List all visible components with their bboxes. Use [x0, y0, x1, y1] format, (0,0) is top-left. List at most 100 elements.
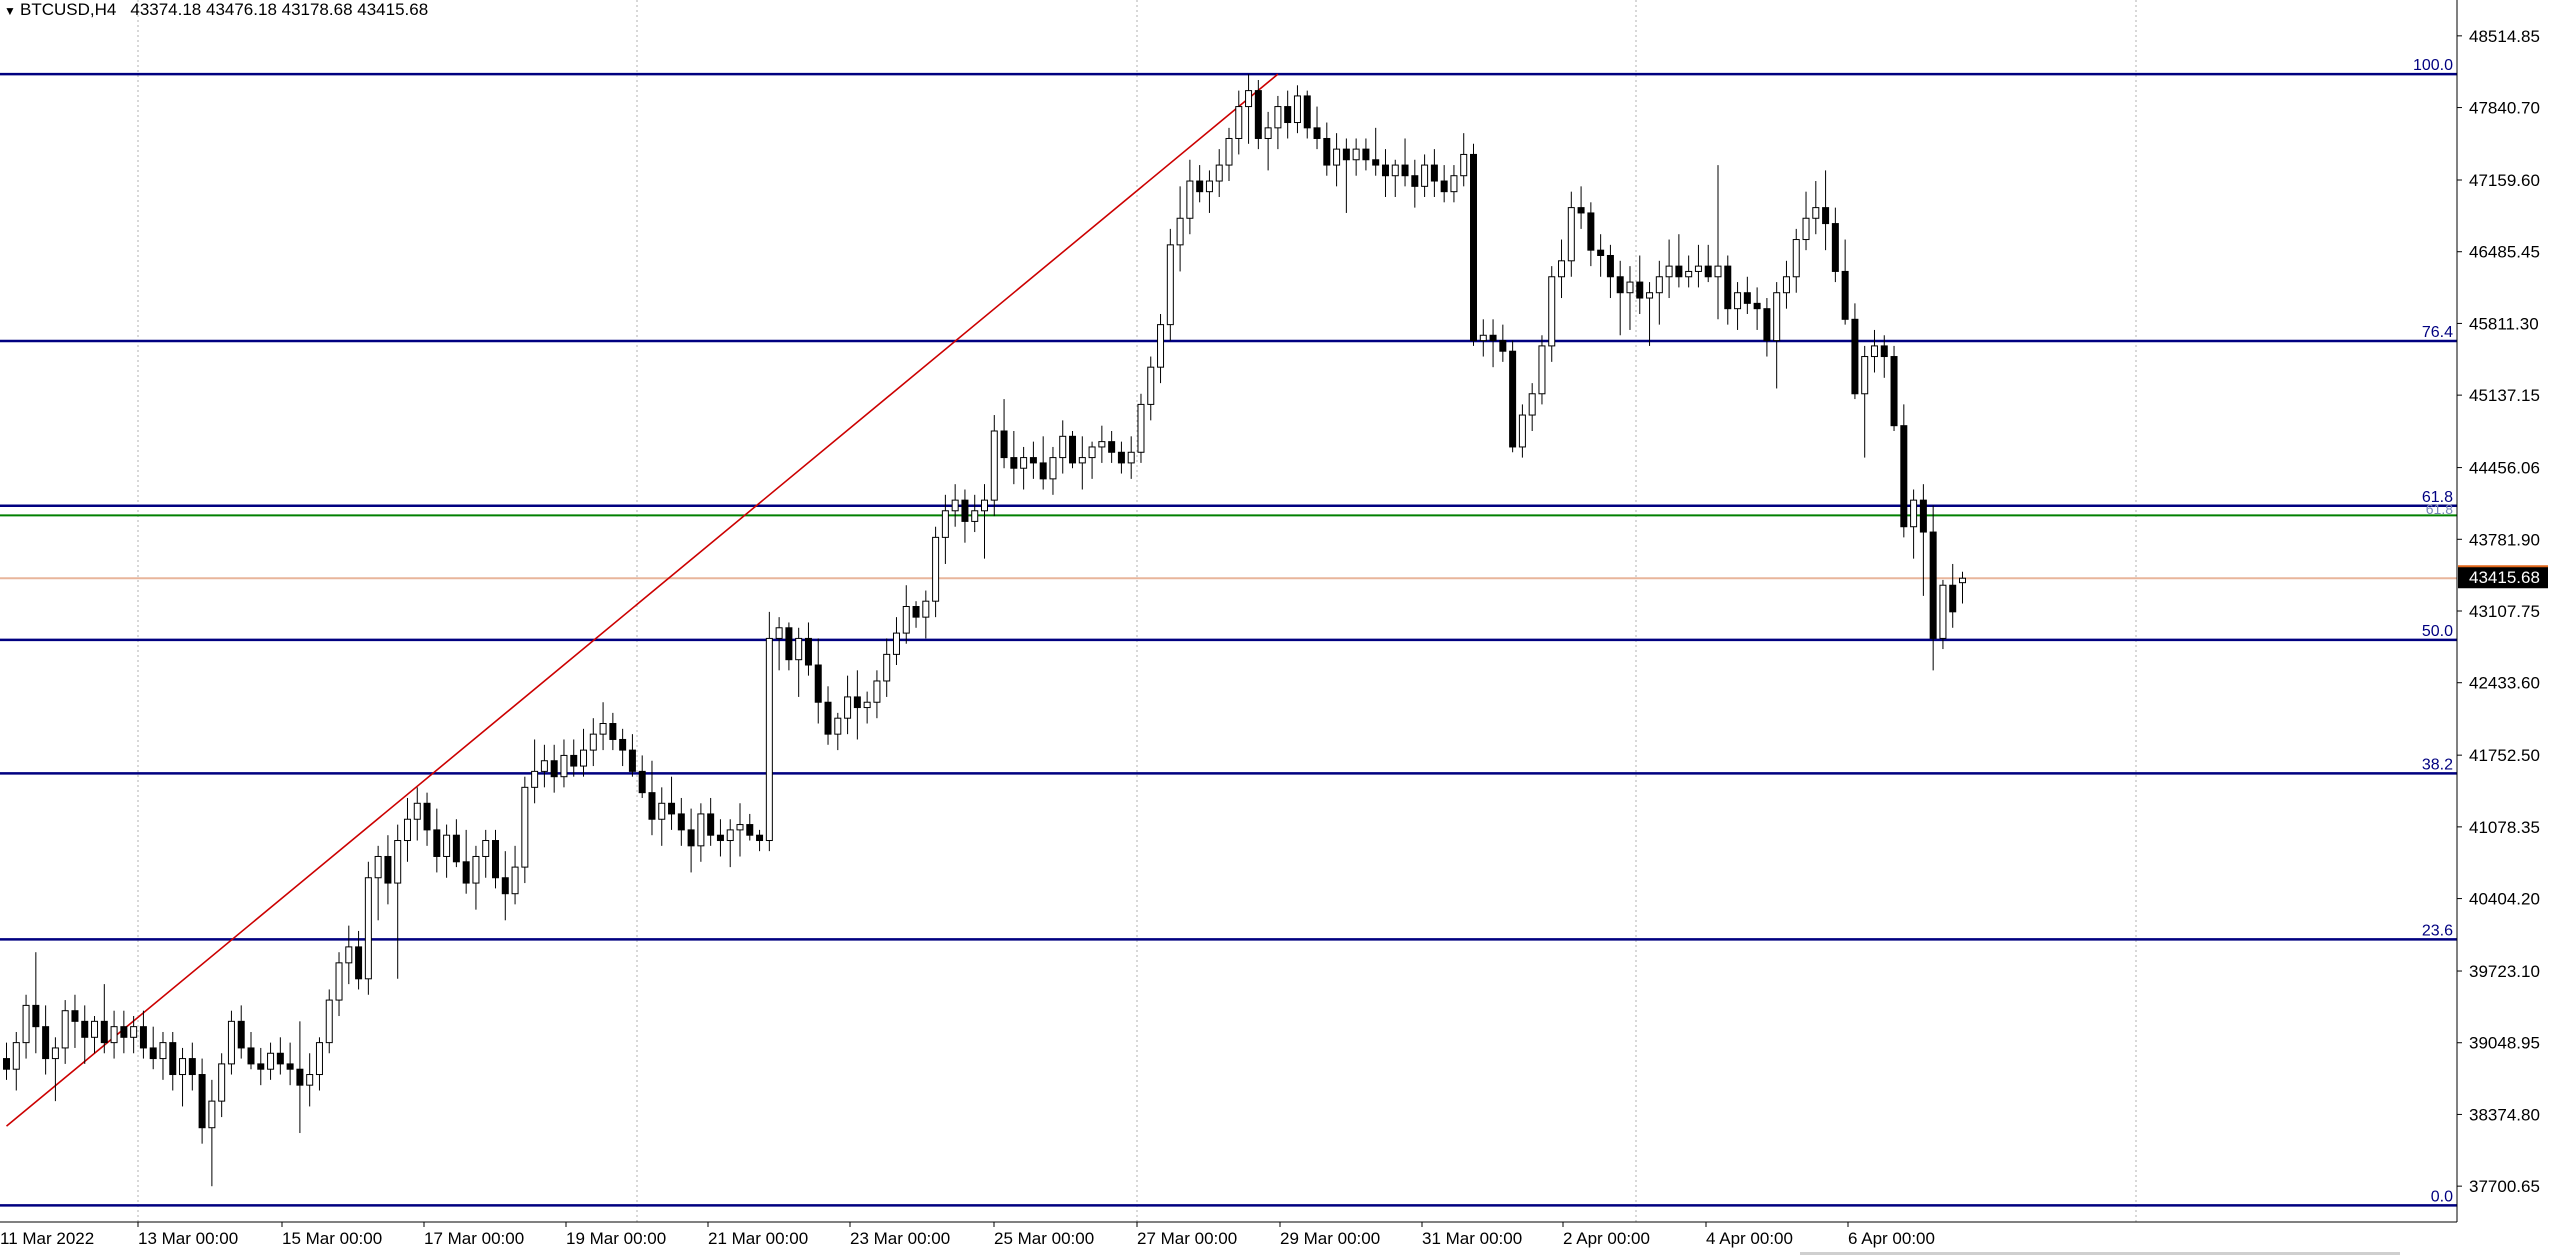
candle-body: [1303, 95, 1311, 129]
candle-bull: [726, 819, 734, 868]
candle-bull: [736, 803, 744, 857]
time-tick-label: 13 Mar 00:00: [138, 1229, 238, 1248]
trendline-line[interactable]: [5, 73, 1279, 1127]
candle-body: [804, 637, 812, 666]
candle-body: [1509, 350, 1517, 448]
candle-body: [1499, 340, 1507, 352]
price-tick-label: 38374.80: [2469, 1105, 2540, 1124]
candle-bull: [159, 1031, 167, 1080]
candle-body: [1470, 153, 1477, 342]
candle-body: [218, 1063, 226, 1102]
candle-body: [1235, 106, 1243, 139]
candle-body: [1763, 308, 1771, 342]
candle-body: [1421, 164, 1429, 187]
candle-bear: [1949, 563, 1957, 628]
candle-body: [531, 770, 539, 788]
candle-bear: [1342, 138, 1350, 213]
candle-bear: [1616, 260, 1624, 336]
candle-body: [247, 1047, 255, 1065]
candle-body: [971, 510, 979, 522]
candle-body: [374, 855, 382, 879]
candle-body: [1479, 334, 1487, 342]
candle-body: [3, 1058, 10, 1070]
candle-body: [306, 1074, 314, 1086]
candle-body: [1245, 90, 1253, 108]
candle-bear: [1470, 143, 1477, 346]
candle-body: [1254, 90, 1262, 139]
candle-body: [492, 840, 499, 879]
candle-body: [1675, 265, 1683, 278]
candle-body: [1186, 180, 1194, 219]
candle-bull: [1518, 404, 1526, 458]
candle-bear: [1196, 165, 1204, 203]
candle-bull: [1558, 239, 1566, 299]
candle-bear: [1069, 430, 1077, 469]
price-tick-label: 39723.10: [2469, 962, 2540, 981]
candle-body: [883, 653, 891, 682]
candle-bear: [423, 792, 431, 846]
candle-bear: [237, 1005, 245, 1059]
candle-bull: [697, 803, 705, 862]
time-scroll-indicator[interactable]: [1800, 1252, 2400, 1255]
candle-body: [824, 701, 832, 735]
candle-bear: [1831, 207, 1839, 283]
candle-body: [1176, 217, 1184, 246]
candle-body: [1293, 95, 1301, 124]
candle-body: [364, 877, 372, 980]
candle-body: [873, 680, 881, 703]
candle-bear: [1323, 122, 1331, 176]
candle-body: [1274, 106, 1282, 129]
candle-bear: [756, 829, 764, 852]
candle-body: [1597, 249, 1605, 256]
fibonacci-retracement[interactable]: 100.0 76.4 61.8 50.0 38.2 23.6 0.0 61.8: [0, 57, 2457, 1207]
candle-bear: [355, 930, 363, 990]
price-tick-label: 47840.70: [2469, 99, 2540, 118]
candle-body: [1098, 441, 1106, 448]
candle-body: [179, 1058, 187, 1076]
candle-body: [981, 499, 988, 512]
candle-bull: [472, 845, 480, 910]
candle-bull: [511, 845, 519, 905]
candle-bull: [521, 776, 529, 884]
candle-bear: [452, 819, 460, 868]
candle-body: [1880, 345, 1888, 358]
candle-bull: [1685, 255, 1693, 288]
candle-bear: [1411, 159, 1419, 208]
candle-body: [1078, 457, 1086, 464]
candle-body: [1342, 148, 1350, 161]
candle-bull: [1802, 191, 1810, 251]
candle-bear: [1724, 255, 1732, 325]
candle-bear: [169, 1031, 177, 1091]
fib-level-label: 23.6: [2422, 922, 2453, 939]
candle-bear: [550, 744, 558, 793]
candle-body: [1851, 318, 1859, 395]
candle-bull: [932, 526, 940, 618]
dropdown-triangle-icon[interactable]: ▼: [4, 4, 16, 18]
candle-body: [589, 733, 597, 751]
candle-body: [22, 1004, 30, 1044]
candle-bull: [1264, 111, 1272, 171]
trendline[interactable]: [5, 73, 1279, 1127]
candle-bull: [1861, 345, 1869, 458]
candle-bull: [130, 1016, 138, 1054]
time-tick-label: 17 Mar 00:00: [424, 1229, 524, 1248]
candle-bull: [560, 739, 568, 788]
candle-body: [130, 1026, 138, 1038]
price-tick-label: 39048.95: [2469, 1034, 2540, 1053]
candle-body: [648, 792, 656, 820]
candle-bull: [1186, 159, 1194, 235]
candle-bear: [1430, 149, 1438, 197]
candle-body: [1029, 457, 1037, 464]
candle-body: [1313, 127, 1321, 139]
time-tick-label: 25 Mar 00:00: [994, 1229, 1094, 1248]
candle-bull: [1166, 228, 1174, 341]
candle-body: [452, 834, 460, 863]
candle-bear: [785, 622, 793, 671]
candle-body: [1166, 244, 1174, 326]
chart-header: ▼ BTCUSD,H4 43374.18 43476.18 43178.68 434…: [0, 0, 428, 20]
candle-bear: [707, 797, 715, 846]
candle-body: [834, 717, 842, 735]
candle-body: [668, 802, 676, 815]
